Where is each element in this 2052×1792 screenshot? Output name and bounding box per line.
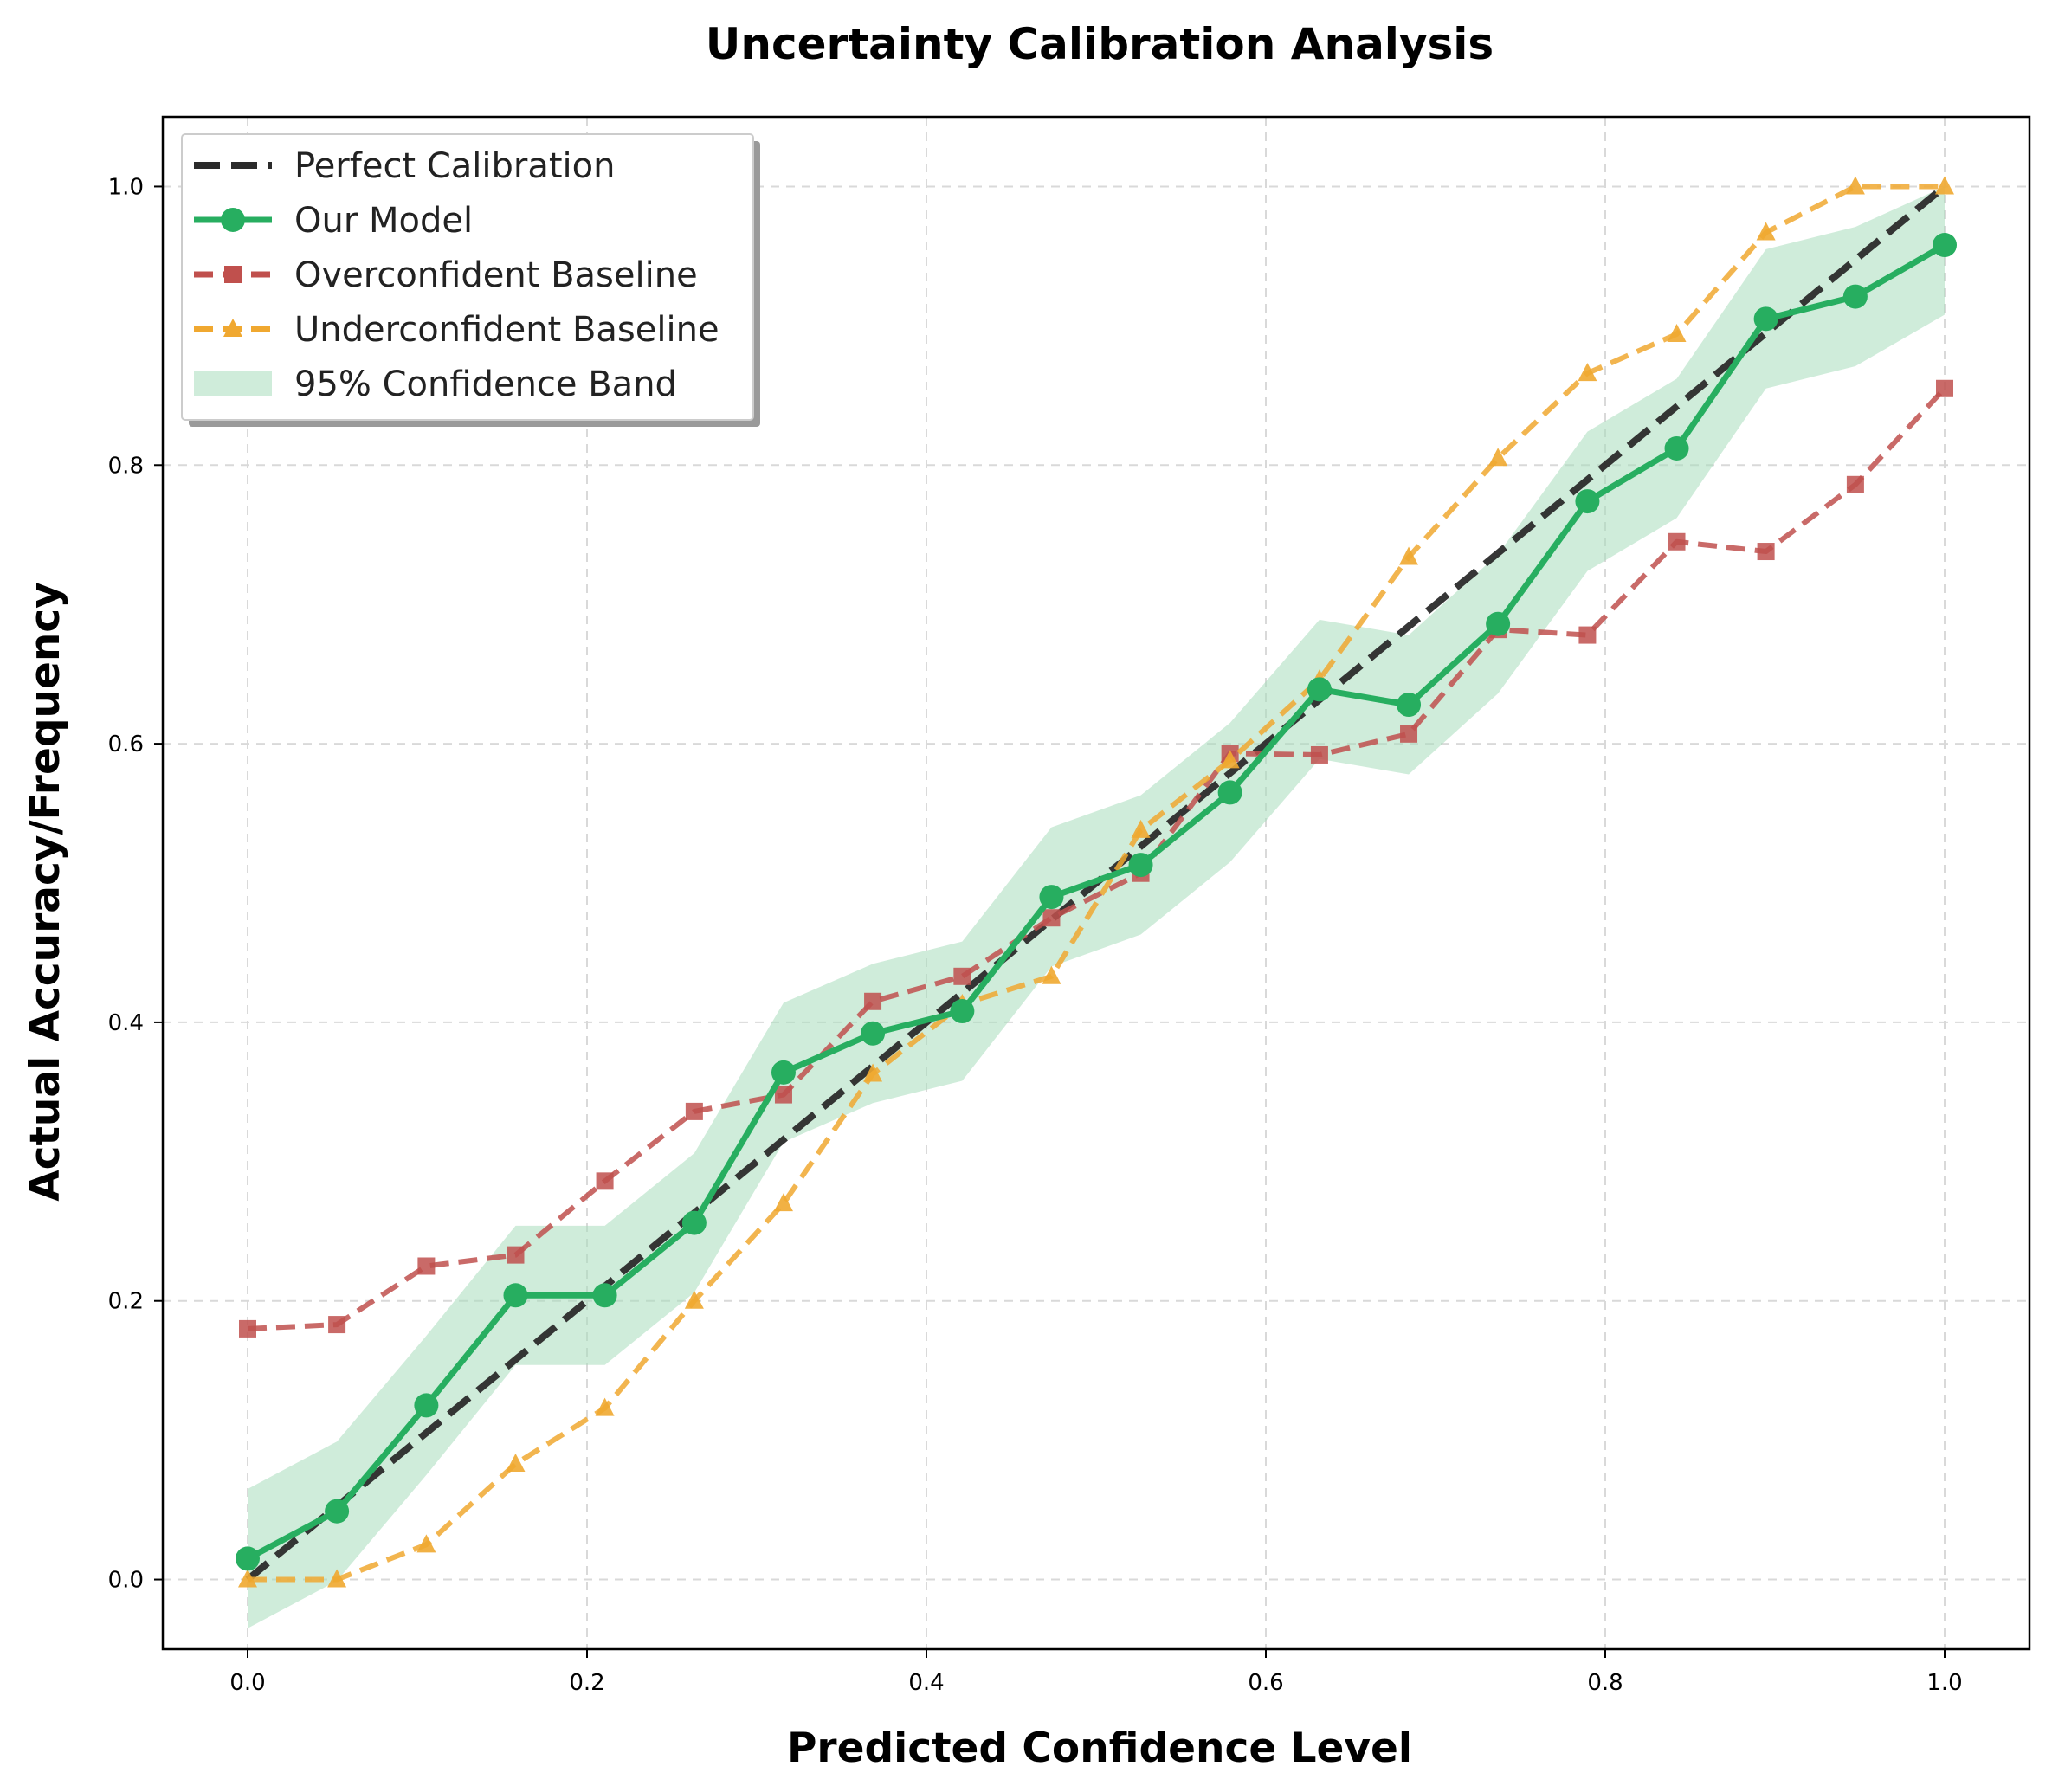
y-tick-label-4: 0.8 xyxy=(108,453,144,479)
marker-our-model-2 xyxy=(414,1393,439,1418)
marker-underconfident-baseline-1 xyxy=(327,1569,347,1588)
marker-our-model-19 xyxy=(1933,233,1957,258)
marker-underconfident-baseline-13 xyxy=(1399,546,1419,565)
series-line-our-model xyxy=(246,242,1946,1562)
marker-our-model-7 xyxy=(861,1021,886,1046)
marker-our-model-17 xyxy=(1753,306,1778,332)
marker-our-model-0 xyxy=(236,1546,260,1571)
marker-our-model-4 xyxy=(592,1283,617,1308)
x-tick-label-0: 0.0 xyxy=(229,1670,265,1696)
y-tick-label-3: 0.6 xyxy=(108,732,144,757)
marker-underconfident-baseline-14 xyxy=(1488,448,1508,467)
marker-overconfident-baseline-16 xyxy=(1668,532,1686,551)
series-line-underconfident-baseline xyxy=(248,184,1945,1583)
marker-overconfident-baseline-8 xyxy=(953,967,971,985)
marker-our-model-12 xyxy=(1307,677,1332,702)
x-tick-label-1: 0.2 xyxy=(569,1670,604,1696)
marker-overconfident-baseline-5 xyxy=(685,1102,703,1120)
y-tick-label-5: 1.0 xyxy=(108,174,144,200)
marker-overconfident-baseline-4 xyxy=(596,1172,614,1190)
marker-overconfident-baseline-0 xyxy=(239,1319,256,1338)
marker-underconfident-baseline-3 xyxy=(506,1453,526,1472)
marker-overconfident-baseline-12 xyxy=(1310,745,1328,764)
marker-underconfident-baseline-19 xyxy=(1935,176,1954,195)
marker-overconfident-baseline-19 xyxy=(1936,379,1953,397)
marker-overconfident-baseline-2 xyxy=(417,1257,436,1275)
legend-swatch-95-confidence-band xyxy=(194,371,272,396)
marker-underconfident-baseline-5 xyxy=(684,1290,704,1309)
marker-overconfident-baseline-3 xyxy=(507,1246,525,1264)
marker-our-model-9 xyxy=(1039,885,1064,910)
legend-box xyxy=(181,133,754,421)
marker-underconfident-baseline-7 xyxy=(863,1063,883,1082)
marker-our-model-14 xyxy=(1486,611,1511,636)
marker-our-model-15 xyxy=(1575,489,1600,514)
marker-our-model-3 xyxy=(503,1283,528,1308)
marker-our-model-6 xyxy=(771,1060,796,1085)
marker-our-model-13 xyxy=(1397,693,1422,718)
marker-underconfident-baseline-11 xyxy=(1220,750,1240,769)
y-tick-label-0: 0.0 xyxy=(108,1568,144,1594)
legend-label-95-confidence-band: 95% Confidence Band xyxy=(294,364,677,404)
marker-overconfident-baseline-6 xyxy=(774,1086,792,1104)
marker-underconfident-baseline-18 xyxy=(1845,176,1865,195)
x-tick-label-4: 0.8 xyxy=(1587,1670,1623,1696)
marker-underconfident-baseline-0 xyxy=(238,1569,257,1588)
x-axis-title: Predicted Confidence Level xyxy=(787,1724,1412,1772)
x-tick-label-2: 0.4 xyxy=(908,1670,944,1696)
marker-overconfident-baseline-17 xyxy=(1757,543,1775,561)
marker-our-model-8 xyxy=(950,999,975,1024)
marker-underconfident-baseline-17 xyxy=(1756,222,1776,241)
legend-marker-overconfident-baseline xyxy=(224,266,242,283)
marker-underconfident-baseline-6 xyxy=(773,1193,793,1212)
y-tick-label-2: 0.4 xyxy=(108,1010,144,1036)
marker-underconfident-baseline-15 xyxy=(1578,363,1597,382)
legend-marker-our-model xyxy=(221,208,245,232)
marker-overconfident-baseline-9 xyxy=(1042,909,1061,927)
marker-our-model-18 xyxy=(1842,284,1868,309)
marker-our-model-1 xyxy=(325,1499,350,1524)
marker-overconfident-baseline-15 xyxy=(1578,626,1597,644)
legend: Perfect Calibration Our Model Overconfiden… xyxy=(181,133,760,427)
legend-label-perfect-calibration: Perfect Calibration xyxy=(294,146,615,186)
marker-our-model-16 xyxy=(1664,435,1689,461)
marker-underconfident-baseline-4 xyxy=(595,1397,615,1416)
marker-overconfident-baseline-1 xyxy=(328,1316,346,1334)
series-line-overconfident-baseline xyxy=(247,386,1947,1331)
marker-underconfident-baseline-2 xyxy=(416,1534,436,1553)
x-tick-label-5: 1.0 xyxy=(1926,1670,1962,1696)
chart-title: Uncertainty Calibration Analysis xyxy=(706,19,1494,69)
marker-overconfident-baseline-7 xyxy=(864,992,882,1010)
marker-our-model-10 xyxy=(1128,853,1153,878)
y-tick-label-1: 0.2 xyxy=(108,1289,144,1315)
legend-label-our-model: Our Model xyxy=(294,201,473,241)
legend-label-underconfident-baseline: Underconfident Baseline xyxy=(294,310,719,350)
marker-underconfident-baseline-16 xyxy=(1667,324,1687,343)
marker-overconfident-baseline-18 xyxy=(1846,475,1864,493)
marker-overconfident-baseline-13 xyxy=(1400,725,1418,743)
x-tick-label-3: 0.6 xyxy=(1248,1670,1283,1696)
legend-label-overconfident-baseline: Overconfident Baseline xyxy=(294,255,698,295)
axes-frame xyxy=(161,115,2031,1651)
y-axis-title: Actual Accuracy/Frequency xyxy=(22,582,69,1202)
marker-underconfident-baseline-9 xyxy=(1042,965,1061,984)
legend-marker-underconfident-baseline xyxy=(223,319,242,337)
marker-our-model-5 xyxy=(681,1210,707,1235)
marker-our-model-11 xyxy=(1217,780,1242,805)
marker-underconfident-baseline-10 xyxy=(1131,819,1151,838)
plot-area: 0.0 0.2 0.4 0.6 0.8 1.0 0.0 0.2 0.4 0.6 0.8 1.0 xyxy=(108,115,2031,1696)
